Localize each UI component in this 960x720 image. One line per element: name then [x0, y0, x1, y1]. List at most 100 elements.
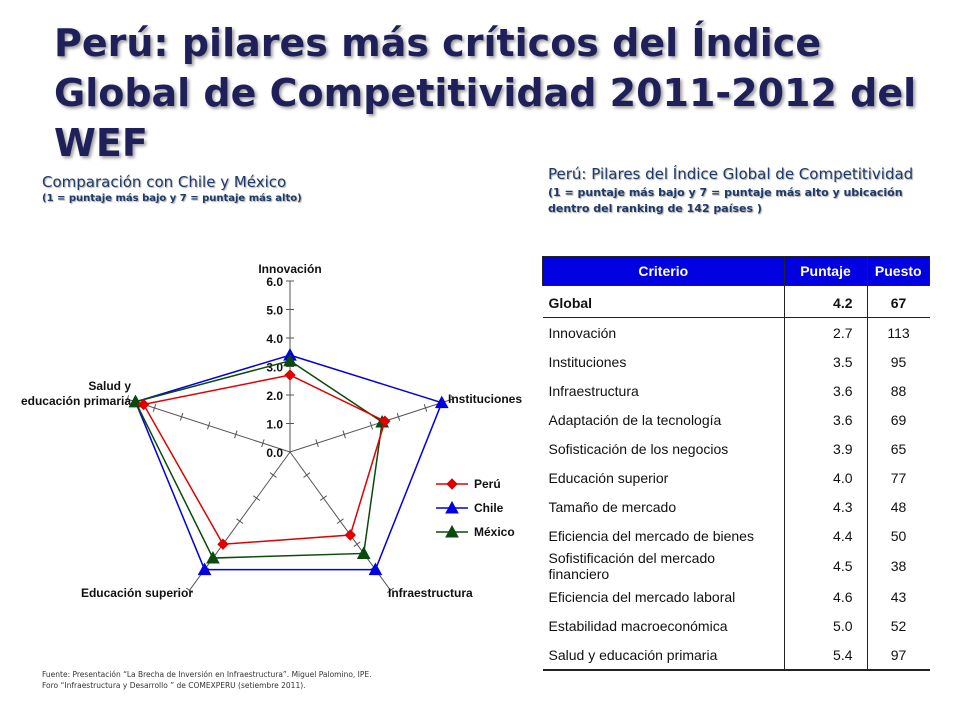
- cell-puesto: 38: [866, 550, 930, 582]
- cell-puesto: 67: [866, 285, 930, 318]
- data-point-perú: [379, 415, 391, 427]
- radar-tick: [185, 587, 194, 594]
- cell-puesto: 95: [866, 347, 930, 376]
- data-point-méxico: [206, 551, 220, 564]
- data-point-perú: [217, 538, 229, 550]
- cell-puesto: 88: [866, 376, 930, 405]
- axis-label: Infraestructura: [388, 586, 473, 600]
- radar-tick-label: 4.0: [266, 332, 283, 346]
- cell-puntaje: 4.4: [783, 521, 868, 550]
- pillars-table: Criterio Puntaje Puesto Global 4.2 67 Innov…: [542, 256, 930, 671]
- source-note: Fuente: Presentación “La Brecha de Inver…: [42, 669, 372, 691]
- cell-puntaje: 5.0: [783, 611, 868, 640]
- table-row: Eficiencia del mercado laboral 4.6 43: [542, 582, 930, 611]
- header-criterio: Criterio: [542, 256, 785, 286]
- series-line-perú: [142, 374, 386, 546]
- header-puesto: Puesto: [866, 256, 930, 286]
- legend-label: Chile: [474, 501, 504, 515]
- cell-criterio: Infraestructura: [542, 376, 785, 405]
- cell-puntaje: 4.5: [783, 550, 868, 582]
- legend-label: México: [474, 525, 515, 539]
- cell-puntaje: 3.9: [783, 434, 868, 463]
- cell-puntaje: 3.6: [783, 405, 868, 434]
- cell-puesto: 43: [866, 582, 930, 611]
- table-row: Global 4.2 67: [542, 285, 930, 318]
- cell-puntaje: 3.6: [783, 376, 868, 405]
- radar-tick: [252, 495, 261, 501]
- header-puntaje: Puntaje: [783, 256, 868, 286]
- table-row: Educación superior 4.0 77: [542, 463, 930, 492]
- cell-puntaje: 5.4: [783, 640, 868, 671]
- axis-label: Innovación: [258, 262, 321, 276]
- legend-marker: [446, 478, 458, 490]
- data-point-perú: [344, 529, 357, 541]
- radar-tick: [353, 541, 361, 547]
- chart-caption: Comparación con Chile y México (1 = punt…: [42, 172, 502, 206]
- cell-puntaje: 4.3: [783, 492, 868, 521]
- cell-criterio: Instituciones: [542, 347, 785, 376]
- table-row: Estabilidad macroeconómica 5.0 52: [542, 611, 930, 640]
- axis-label: Salud y educación primaria: [21, 379, 131, 408]
- cell-puntaje: 2.7: [783, 317, 868, 347]
- cell-criterio: Sofistificación del mercado financiero: [542, 550, 785, 582]
- legend-label: Perú: [474, 477, 501, 491]
- table-row: Instituciones 3.5 95: [542, 347, 930, 376]
- cell-criterio: Sofisticación de los negocios: [542, 434, 785, 463]
- radar-tick-label: 1.0: [266, 418, 283, 432]
- radar-tick: [269, 472, 277, 478]
- cell-criterio: Global: [542, 285, 785, 318]
- table-subheading: (1 = puntaje más bajo y 7 = puntaje más …: [548, 186, 903, 215]
- cell-puntaje: 4.0: [783, 463, 868, 492]
- chart-heading: Comparación con Chile y México: [42, 173, 287, 191]
- table-row: Eficiencia del mercado de bienes 4.4 50: [542, 521, 930, 550]
- table-row: Sofistificación del mercado financiero 4.…: [542, 550, 930, 582]
- data-point-méxico: [356, 546, 371, 559]
- radar-tick-label: 2.0: [266, 389, 283, 403]
- cell-puesto: 52: [866, 611, 930, 640]
- radar-tick: [261, 439, 265, 448]
- cell-puesto: 50: [866, 521, 930, 550]
- chart-subheading: (1 = puntaje más bajo y 7 = puntaje más …: [42, 193, 302, 204]
- table-row: Adaptación de la tecnología 3.6 69: [542, 405, 930, 434]
- cell-criterio: Eficiencia del mercado de bienes: [542, 521, 785, 550]
- radar-tick: [386, 587, 395, 594]
- table-row: Sofisticación de los negocios 3.9 65: [542, 434, 930, 463]
- radar-tick: [125, 395, 130, 404]
- data-point-chile: [368, 562, 383, 576]
- cell-puntaje: 3.5: [783, 347, 868, 376]
- legend-marker: [445, 524, 459, 538]
- cell-criterio: Eficiencia del mercado laboral: [542, 582, 785, 611]
- radar-chart: 0.01.02.03.04.05.06.0InnovaciónInstituci…: [21, 262, 522, 600]
- source-line-1: Fuente: Presentación “La Brecha de Inver…: [42, 670, 372, 679]
- radar-tick: [423, 404, 428, 412]
- legend-marker: [445, 500, 459, 514]
- table-row: Salud y educación primaria 5.4 97: [542, 640, 930, 671]
- radar-tick: [152, 404, 157, 412]
- radar-tick: [450, 395, 455, 404]
- radar-tick: [303, 472, 311, 478]
- page-title: Perú: pilares más críticos del Índice Gl…: [54, 21, 917, 165]
- cell-puntaje: 4.6: [783, 582, 868, 611]
- radar-tick: [336, 518, 344, 524]
- cell-criterio: Salud y educación primaria: [542, 640, 785, 671]
- cell-puesto: 77: [866, 463, 930, 492]
- radar-tick-label: 6.0: [266, 275, 283, 289]
- radar-tick: [206, 421, 211, 430]
- radar-tick-label: 0.0: [266, 446, 283, 460]
- radar-tick: [179, 412, 184, 421]
- radar-tick: [396, 412, 401, 421]
- cell-criterio: Tamaño de mercado: [542, 492, 785, 521]
- radar-tick: [369, 421, 374, 430]
- table-heading: Perú: Pilares del Índice Global de Compe…: [548, 165, 914, 183]
- table-row: Innovación 2.7 113: [542, 317, 930, 347]
- series-line-chile: [134, 354, 443, 571]
- axis-label: Educación superior: [81, 586, 193, 600]
- cell-puntaje: 4.2: [783, 285, 868, 318]
- data-point-chile: [197, 562, 212, 576]
- cell-puesto: 69: [866, 405, 930, 434]
- radar-tick-label: 5.0: [266, 304, 283, 318]
- cell-criterio: Adaptación de la tecnología: [542, 405, 785, 434]
- cell-criterio: Estabilidad macroeconómica: [542, 611, 785, 640]
- cell-criterio: Educación superior: [542, 463, 785, 492]
- data-point-perú: [284, 369, 296, 381]
